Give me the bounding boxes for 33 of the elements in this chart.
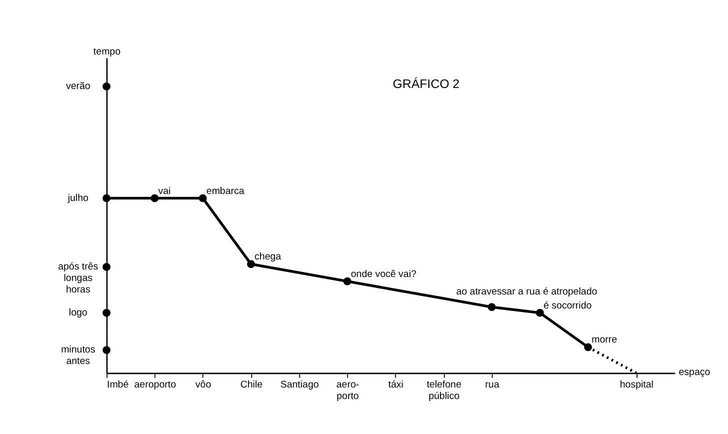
annotation: minutos antes — [61, 344, 96, 368]
x-tick-label: vôo — [195, 380, 212, 391]
annotation: julho — [66, 192, 89, 204]
annotation: chega — [254, 252, 282, 263]
annotation: logo — [68, 307, 88, 318]
annotation: morre — [592, 334, 618, 346]
x-tick-label: telefone público — [426, 380, 462, 402]
x-tick-label: Imbé — [106, 380, 129, 391]
annotation: após três longas horas — [58, 262, 98, 296]
y-axis-title: tempo — [93, 46, 122, 58]
x-tick-label: rua — [485, 380, 500, 391]
point — [150, 194, 159, 202]
annotation: é socorrido — [543, 300, 592, 312]
chart-title: GRÁFICO 2 — [392, 76, 460, 91]
point — [247, 260, 255, 268]
point — [536, 308, 544, 317]
x-tick-label: táxi — [388, 380, 404, 391]
x-tick-label: Santiago — [280, 380, 320, 391]
point — [343, 277, 352, 286]
point — [198, 194, 207, 202]
x-tick-label: aeroporto — [134, 380, 177, 391]
annotation: onde você vai? — [350, 268, 418, 280]
point — [102, 82, 111, 90]
annotation: verão — [66, 81, 91, 92]
annotation: embarca — [206, 186, 245, 197]
x-tick-label: Chile — [240, 380, 263, 391]
x-tick-label: aero- porto — [336, 380, 360, 402]
x-tick-label: hospital — [620, 380, 654, 391]
annotation: ao atravessar a rua é atropelado — [456, 286, 598, 298]
x-axis-title: espaço — [678, 367, 711, 378]
annotation: vai — [158, 186, 171, 197]
point — [584, 343, 592, 352]
point — [488, 303, 496, 312]
